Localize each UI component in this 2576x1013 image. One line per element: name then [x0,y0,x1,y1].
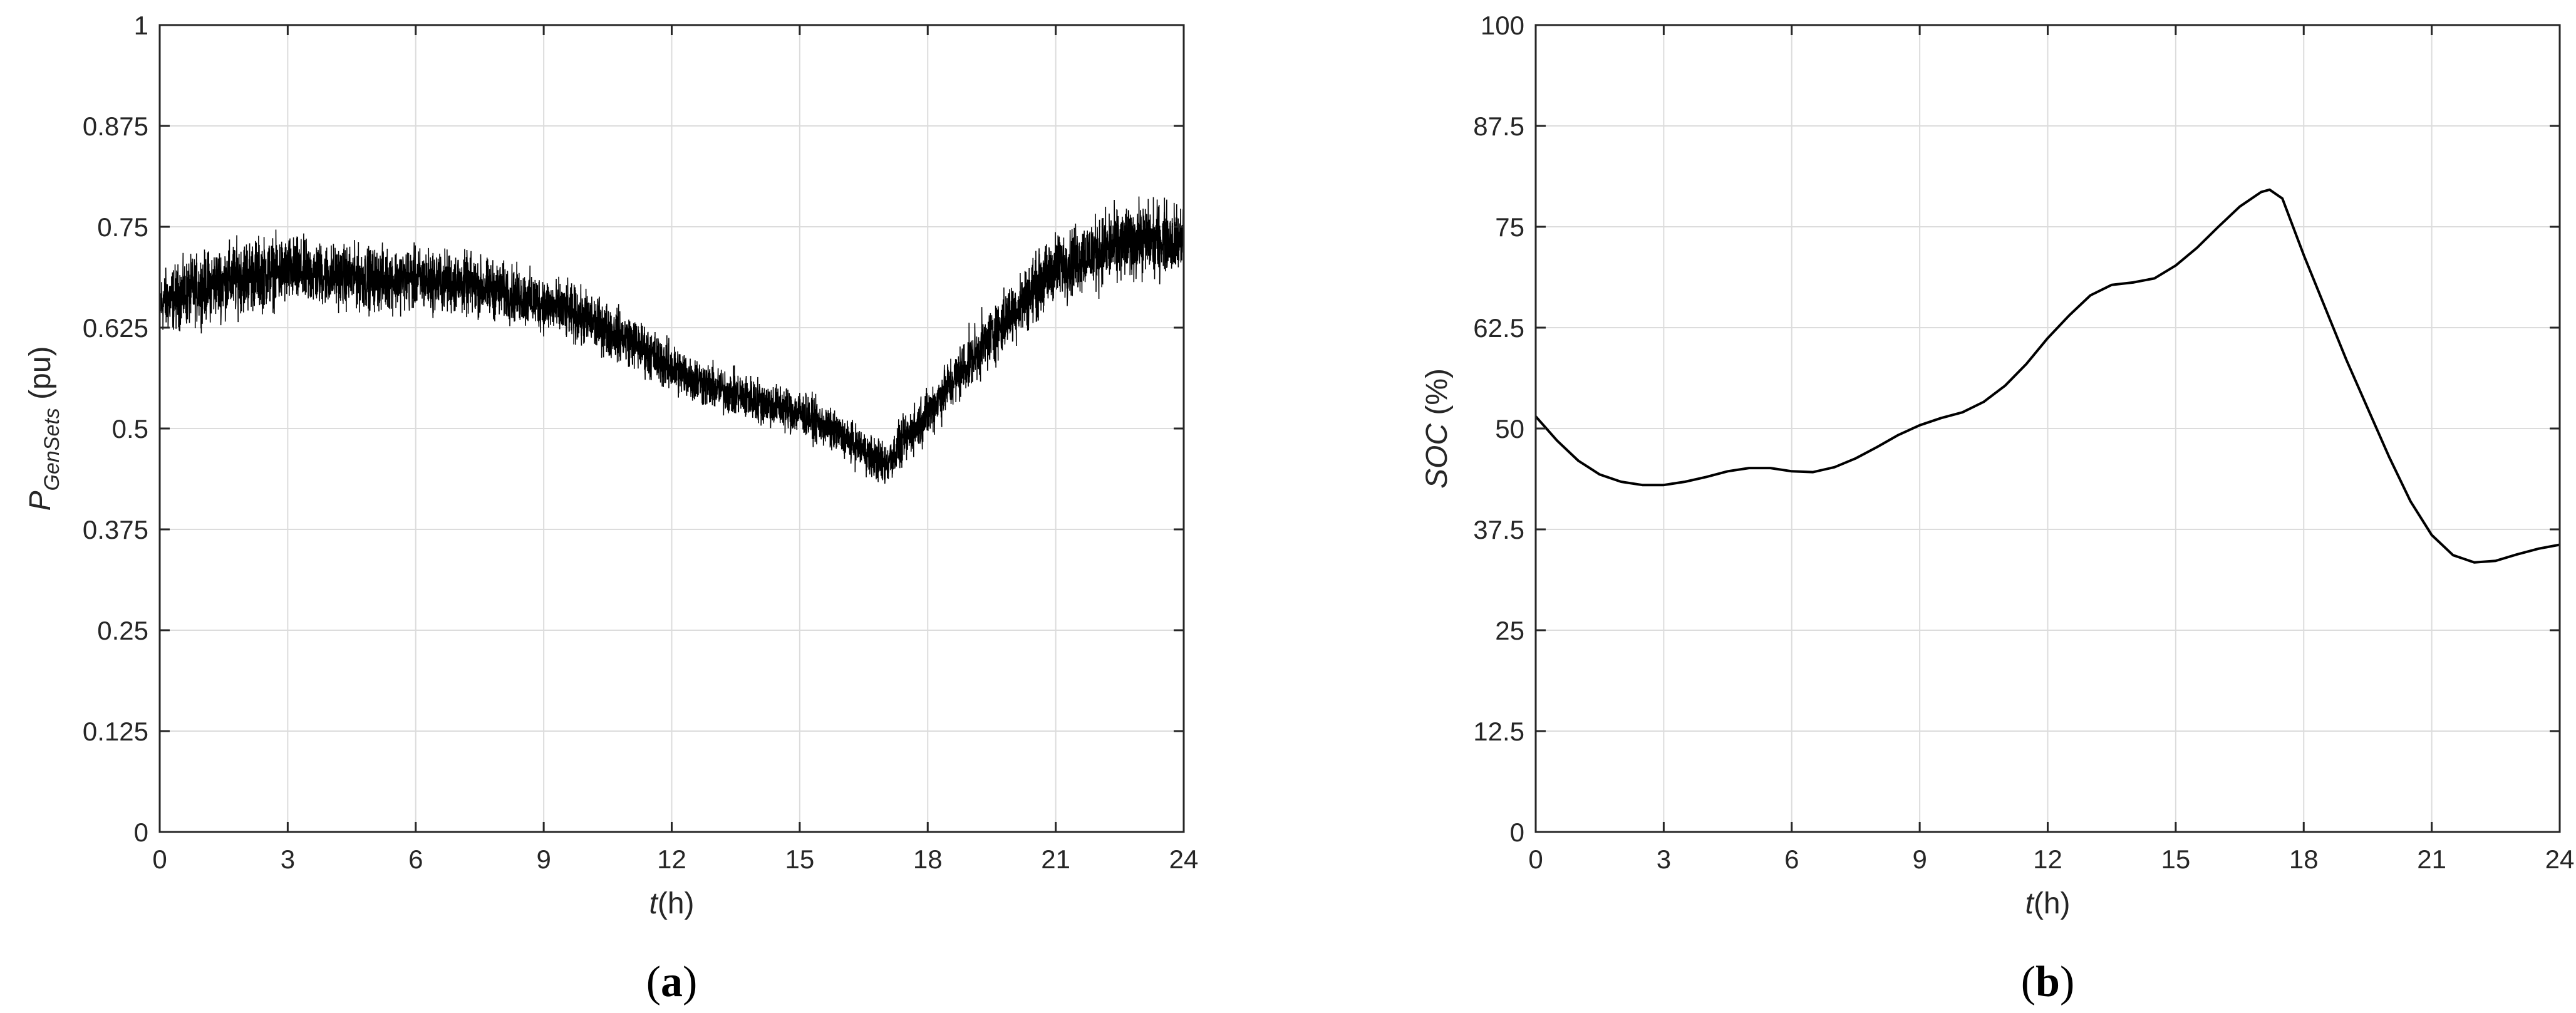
x-tick-label: 9 [1912,844,1927,874]
x-tick-label: 24 [1169,844,1199,874]
x-tick-label: 6 [1784,844,1799,874]
x-tick-label: 18 [913,844,943,874]
chart-panel-b: 0 3 6 9 12 15 18 21 24 0 12.5 25 37.5 50 62.5 75 87.5 100… [1420,11,2574,1006]
x-tick-label: 15 [785,844,815,874]
x-tick-label: 3 [1657,844,1671,874]
x-tick-label: 12 [657,844,686,874]
panel-label: (b) [2021,958,2075,1006]
x-tick-label: 0 [1528,844,1543,874]
x-axis-label: t(h) [2025,887,2070,920]
x-tick-label: 3 [281,844,295,874]
y-tick-label: 0.25 [97,616,148,645]
x-tick-label: 24 [2545,844,2575,874]
y-tick-label: 0.75 [97,212,148,242]
y-tick-label: 75 [1495,212,1524,242]
x-tick-label: 6 [408,844,423,874]
series-line [1534,188,2560,564]
x-tick-label: 9 [536,844,551,874]
x-tick-label: 21 [1041,844,1070,874]
x-tick-label: 15 [2161,844,2191,874]
x-tick-label: 21 [2417,844,2446,874]
y-tick-label: 0 [134,818,148,847]
x-axis-label: t(h) [649,887,694,920]
y-tick-label: 12.5 [1473,717,1524,746]
y-tick-label: 0.5 [112,414,148,444]
y-tick-label: 1 [134,11,148,40]
y-tick-label: 37.5 [1473,515,1524,544]
y-tick-label: 0 [1510,818,1524,847]
y-tick-label: 87.5 [1473,112,1524,141]
y-tick-label: 100 [1481,11,1524,40]
y-axis-label: PGenSets (pu) [24,346,64,511]
chart-panel-a: 0 3 6 9 12 15 18 21 24 0 0.125 0.25 0.375 0.5 0.625 0.7… [24,11,1198,1006]
x-tick-label: 0 [152,844,167,874]
series-line [159,196,1184,484]
y-tick-label: 0.875 [83,112,148,141]
x-tick-label: 12 [2033,844,2062,874]
y-tick-label: 0.375 [83,515,148,544]
y-tick-label: 50 [1495,414,1524,444]
y-tick-label: 0.125 [83,717,148,746]
y-axis-label: SOC (%) [1420,368,1454,489]
y-tick-label: 0.625 [83,313,148,343]
x-tick-label: 18 [2289,844,2319,874]
y-tick-label: 25 [1495,616,1524,645]
y-tick-label: 62.5 [1473,313,1524,343]
panel-label: (a) [646,958,698,1006]
